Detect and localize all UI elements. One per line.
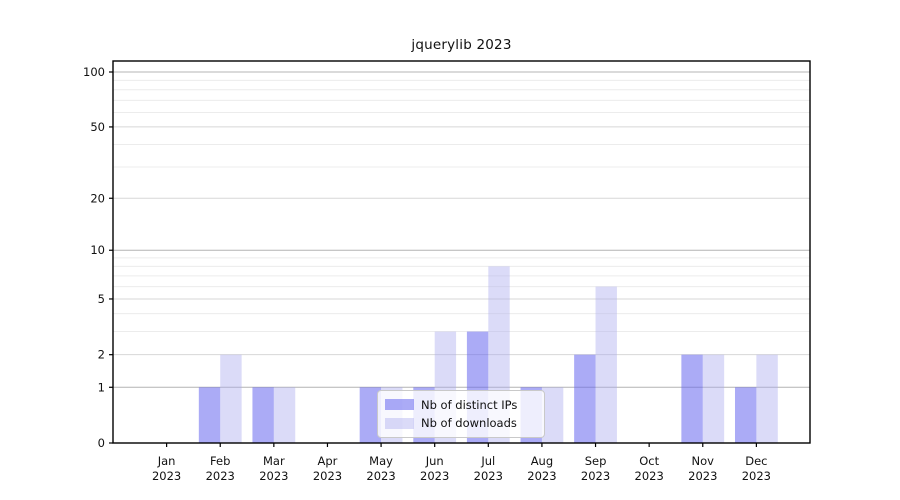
bar-distinct-ips — [681, 354, 703, 443]
legend-entry-downloads: Nb of downloads — [385, 416, 537, 430]
x-tick-label: Aug 2023 — [527, 454, 556, 483]
bar-distinct-ips — [359, 387, 382, 443]
bar-distinct-ips — [252, 387, 274, 443]
bar-downloads — [273, 387, 296, 443]
x-tick-label: Dec 2023 — [742, 454, 771, 483]
y-tick-label: 0 — [98, 436, 105, 450]
legend-swatch-distinct-ips-icon — [385, 399, 414, 411]
x-tick-label: Mar 2023 — [259, 454, 288, 483]
x-tick-label: Oct 2023 — [635, 454, 664, 483]
y-tick-label: 50 — [90, 120, 105, 134]
legend-label-downloads: Nb of downloads — [421, 416, 517, 431]
y-tick-label: 2 — [98, 348, 105, 362]
bar-distinct-ips — [198, 387, 221, 443]
bar-downloads — [595, 286, 617, 443]
plot-border — [112, 60, 811, 444]
y-tick-label: 10 — [90, 243, 105, 257]
y-tick-label: 5 — [98, 292, 105, 306]
chart-title: jquerylib 2023 — [411, 37, 512, 53]
x-tick-label: Nov 2023 — [688, 454, 717, 483]
y-tick-label: 20 — [90, 191, 105, 205]
y-tick-label: 100 — [83, 65, 105, 79]
x-tick-label: Jan 2023 — [152, 454, 181, 483]
bar-distinct-ips — [734, 387, 757, 443]
legend: Nb of distinct IPs Nb of downloads — [377, 390, 545, 438]
x-tick-label: Sep 2023 — [581, 454, 610, 483]
x-tick-label: Feb 2023 — [206, 454, 235, 483]
x-tick-label: Apr 2023 — [313, 454, 342, 483]
y-tick-label: 1 — [98, 380, 105, 394]
legend-entry-distinct-ips: Nb of distinct IPs — [385, 398, 537, 412]
legend-swatch-downloads-icon — [385, 417, 414, 429]
bar-downloads — [756, 354, 778, 443]
x-tick-label: Jul 2023 — [474, 454, 503, 483]
x-tick-label: Jun 2023 — [420, 454, 449, 483]
x-tick-label: May 2023 — [366, 454, 395, 483]
legend-label-distinct-ips: Nb of distinct IPs — [421, 397, 518, 412]
bar-downloads — [541, 387, 564, 443]
bar-downloads — [702, 354, 725, 443]
bar-distinct-ips — [574, 354, 596, 443]
bar-downloads — [220, 354, 242, 443]
